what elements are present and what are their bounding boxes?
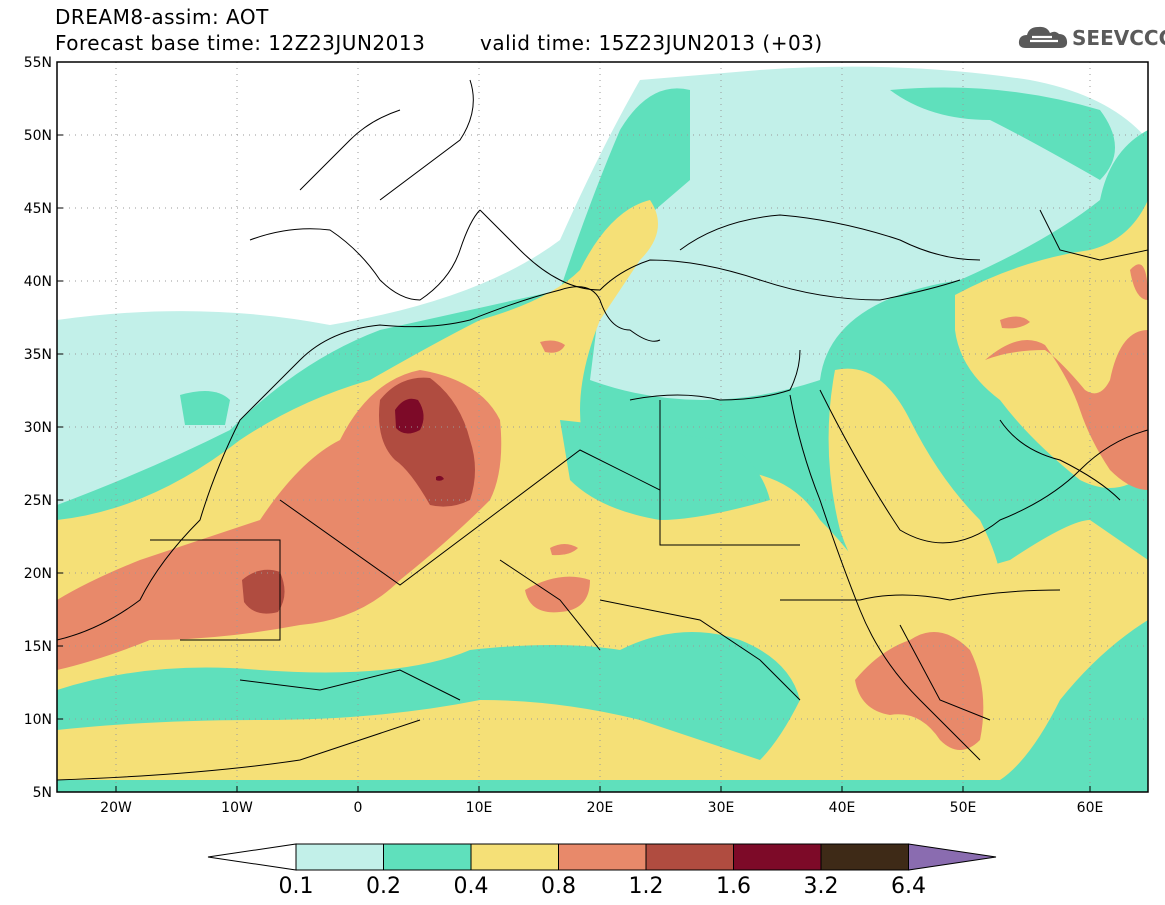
lat-label: 55N [24, 55, 52, 71]
lon-label: 20W [100, 800, 132, 816]
colorbar-segment [558, 843, 647, 871]
lon-label: 40E [829, 800, 856, 816]
colorbar-label: 1.2 [629, 874, 664, 899]
lon-label: 50E [950, 800, 977, 816]
colorbar-segment [470, 843, 559, 871]
colorbar-label: 0.4 [454, 874, 489, 899]
lat-label: 15N [24, 639, 52, 655]
lon-label: 0 [354, 800, 363, 816]
colorbar: 0.1 0.2 0.4 0.8 1.2 1.6 3.2 6.4 [207, 843, 997, 899]
lat-label: 25N [24, 493, 52, 509]
colorbar-label: 0.1 [279, 874, 314, 899]
colorbar-label: 0.2 [366, 874, 401, 899]
lat-label: 20N [24, 566, 52, 582]
lat-label: 45N [24, 201, 52, 217]
colorbar-segment [295, 843, 384, 871]
lat-label: 40N [24, 274, 52, 290]
lat-label: 5N [33, 785, 52, 801]
colorbar-label: 0.8 [541, 874, 576, 899]
lat-label: 35N [24, 347, 52, 363]
colorbar-label: 1.6 [716, 874, 751, 899]
colorbar-min-arrow [207, 843, 297, 871]
logo-text: SEEVCCC [1072, 26, 1165, 50]
colorbar-segment [820, 843, 909, 871]
longitude-labels: 20W 10W 0 10E 20E 30E 40E 50E 60E [100, 800, 1103, 816]
aot-shading [57, 62, 1148, 792]
cloud-icon [1018, 26, 1068, 48]
latitude-labels: 55N 50N 45N 40N 35N 30N 25N 20N 15N 10N … [24, 55, 52, 801]
seevccc-logo: SEEVCCC [1018, 20, 1165, 56]
colorbar-max-arrow [908, 843, 997, 871]
lat-label: 50N [24, 128, 52, 144]
colorbar-segment [383, 843, 472, 871]
lon-label: 30E [708, 800, 735, 816]
axis-ticks [57, 61, 1091, 792]
colorbar-segment [733, 843, 822, 871]
lat-label: 30N [24, 420, 52, 436]
colorbar-segment [645, 843, 734, 871]
lat-label: 10N [24, 712, 52, 728]
coastlines [57, 79, 1148, 781]
valid-time: valid time: 15Z23JUN2013 (+03) [480, 31, 823, 55]
colorbar-label: 3.2 [804, 874, 839, 899]
lon-label: 60E [1077, 800, 1104, 816]
lon-label: 10E [466, 800, 493, 816]
chart-title: DREAM8-assim: AOT [55, 5, 269, 29]
lon-label: 20E [587, 800, 614, 816]
forecast-base-time: Forecast base time: 12Z23JUN2013 [55, 31, 426, 55]
colorbar-label: 6.4 [891, 874, 926, 899]
lon-label: 10W [221, 800, 253, 816]
